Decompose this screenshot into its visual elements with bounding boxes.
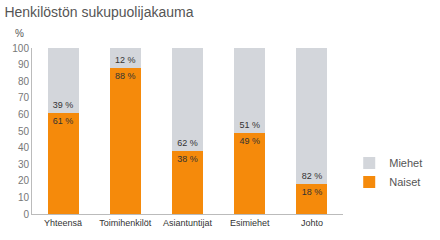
svg-text:Miehet: Miehet [389,157,422,169]
svg-text:Esimiehet: Esimiehet [230,218,270,228]
svg-text:39 %: 39 % [53,100,74,110]
svg-text:49 %: 49 % [239,136,260,146]
svg-text:100: 100 [12,43,29,54]
svg-text:61 %: 61 % [53,116,74,126]
svg-text:30: 30 [18,159,30,170]
svg-text:Toimihenkilöt: Toimihenkilöt [99,218,152,228]
svg-text:62 %: 62 % [177,138,198,148]
svg-text:Naiset: Naiset [389,176,420,188]
svg-text:Yhteensä: Yhteensä [44,218,82,228]
svg-text:Henkilöstön sukupuolijakauma: Henkilöstön sukupuolijakauma [4,4,193,20]
svg-text:Johto: Johto [301,218,323,228]
svg-text:12 %: 12 % [115,55,136,65]
svg-text:60: 60 [18,109,30,120]
svg-text:18 %: 18 % [302,187,323,197]
svg-text:82 %: 82 % [302,171,323,181]
svg-text:20: 20 [18,175,30,186]
svg-text:10: 10 [18,192,30,203]
svg-text:Asiantuntijat: Asiantuntijat [163,218,213,228]
svg-text:70: 70 [18,92,30,103]
svg-text:51 %: 51 % [239,120,260,130]
svg-text:50: 50 [18,126,30,137]
svg-text:38 %: 38 % [177,154,198,164]
svg-text:90: 90 [18,59,30,70]
svg-text:88 %: 88 % [115,71,136,81]
svg-text:80: 80 [18,76,30,87]
svg-text:0: 0 [23,209,29,220]
svg-text:40: 40 [18,142,30,153]
svg-text:%: % [15,28,24,39]
